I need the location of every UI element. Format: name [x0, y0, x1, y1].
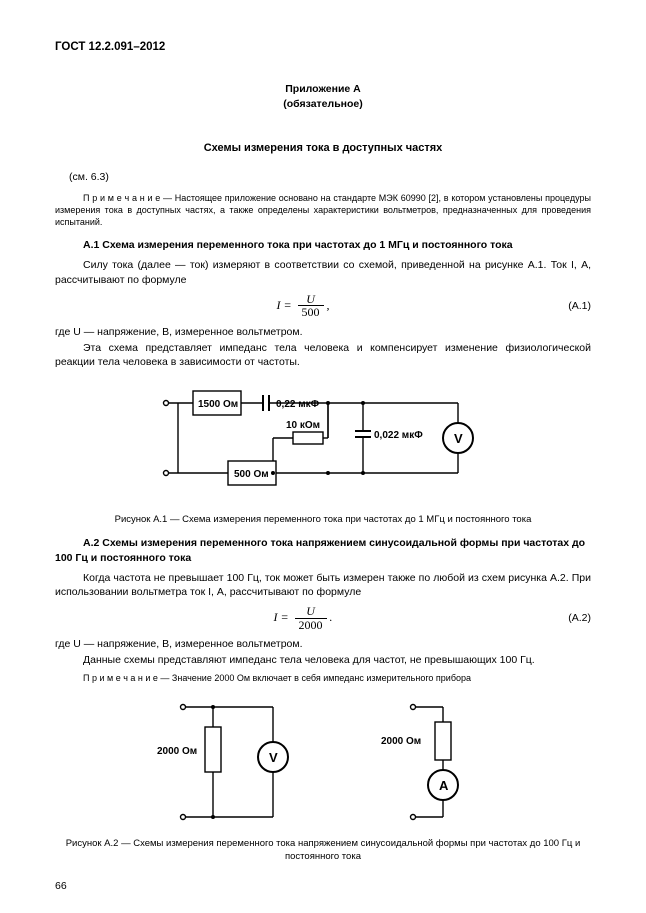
label-c0022: 0,022 мкФ — [374, 430, 423, 441]
label-r1500: 1500 Ом — [198, 399, 238, 410]
a2-eq-lhs: I = — [273, 610, 288, 624]
page-number: 66 — [55, 879, 67, 893]
figure-a2: V 2000 Ом A 2000 Ом — [143, 692, 503, 832]
label-voltmeter-a1: V — [454, 431, 463, 446]
formula-a2: I = U 2000 . (А.2) — [55, 605, 591, 631]
figure-a1-caption: Рисунок А.1 — Схема измерения переменног… — [55, 514, 591, 527]
a2-where: где U — напряжение, В, измеренное вольтм… — [55, 637, 591, 651]
label-c022: 0,22 мкФ — [276, 399, 320, 410]
a2-eq-tail: . — [330, 610, 333, 624]
annex-mandatory: (обязательное) — [55, 97, 591, 111]
note-2-label: П р и м е ч а н и е — [83, 673, 158, 683]
note-1: П р и м е ч а н и е — Настоящее приложен… — [55, 192, 591, 228]
a2-p1: Когда частота не превышает 100 Гц, ток м… — [55, 571, 591, 599]
a1-p2: Эта схема представляет импеданс тела чел… — [55, 341, 591, 369]
a1-eq-tail: , — [327, 298, 330, 312]
a1-where: где U — напряжение, В, измеренное вольтм… — [55, 325, 591, 339]
see-reference: (см. 6.3) — [69, 170, 591, 184]
label-r10k: 10 кОм — [286, 420, 320, 431]
a2-eq-den: 2000 — [295, 619, 327, 632]
a1-eq-number: (А.1) — [551, 299, 591, 313]
note-2-body: — Значение 2000 Ом включает в себя импед… — [158, 673, 471, 683]
standard-code: ГОСТ 12.2.091–2012 — [55, 40, 591, 56]
label-voltmeter-a2: V — [269, 750, 278, 765]
a1-eq-num: U — [298, 293, 324, 307]
label-ammeter-a2: A — [439, 778, 449, 793]
annex-title: Приложение А — [55, 82, 591, 96]
main-title: Схемы измерения тока в доступных частях — [55, 141, 591, 156]
a1-eq-den: 500 — [298, 306, 324, 319]
a2-p2: Данные схемы представляют импеданс тела … — [55, 653, 591, 667]
label-r2000-right: 2000 Ом — [381, 736, 421, 747]
note-2: П р и м е ч а н и е — Значение 2000 Ом в… — [55, 672, 591, 684]
label-r2000-left: 2000 Ом — [157, 746, 197, 757]
a2-eq-num: U — [295, 605, 327, 619]
label-r500: 500 Ом — [234, 469, 269, 480]
a1-p1: Силу тока (далее — ток) измеряют в соотв… — [55, 258, 591, 286]
a1-heading: А.1 Схема измерения переменного тока при… — [55, 238, 591, 252]
formula-a1: I = U 500 , (А.1) — [55, 293, 591, 319]
note-1-label: П р и м е ч а н и е — [83, 193, 160, 203]
a2-heading: А.2 Схемы измерения переменного тока нап… — [55, 536, 591, 564]
figure-a2-caption: Рисунок А.2 — Схемы измерения переменног… — [55, 838, 591, 864]
figure-a1: 1500 Ом 0,22 мкФ 10 кОм 500 Ом 0,022 мкФ… — [158, 378, 488, 508]
a2-eq-number: (А.2) — [551, 611, 591, 625]
a1-eq-lhs: I = — [276, 298, 291, 312]
